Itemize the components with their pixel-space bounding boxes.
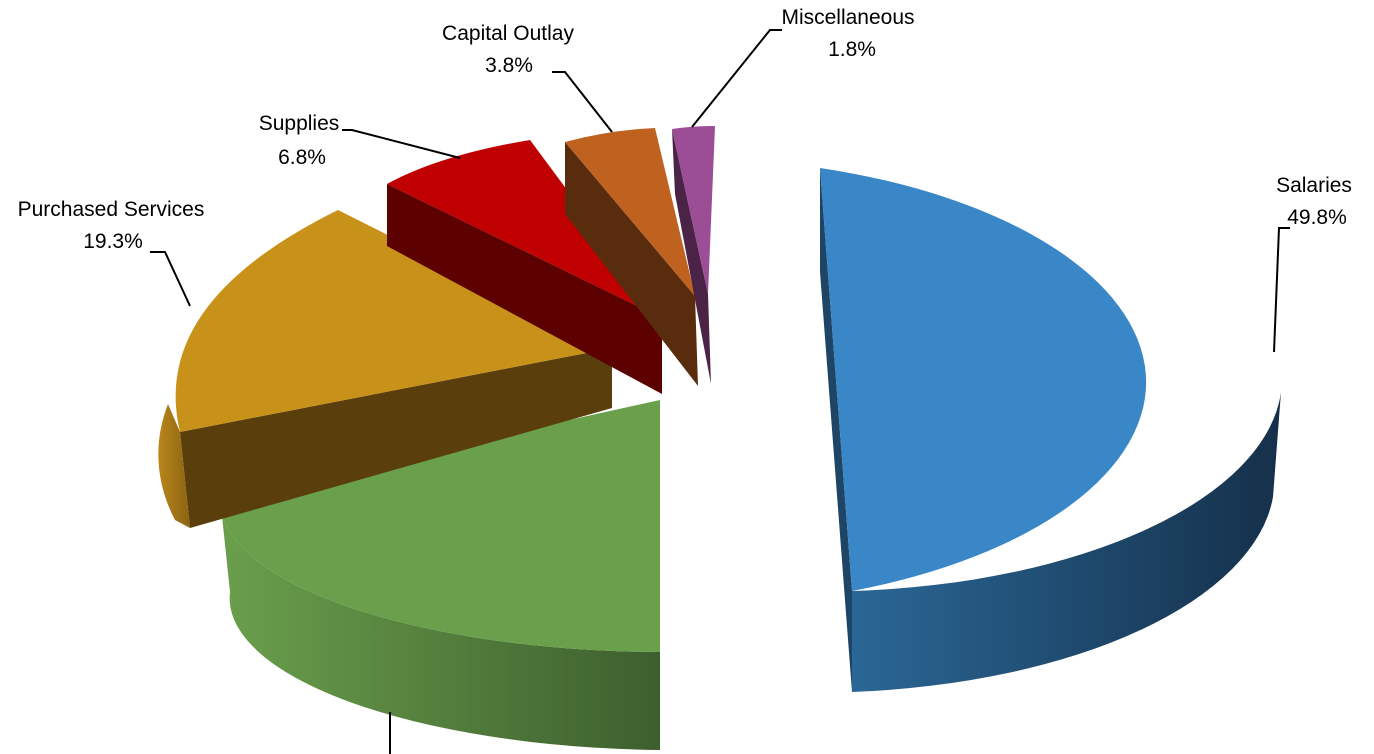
label-capital-outlay-value: 3.8% (485, 54, 533, 77)
slice-supplies (387, 140, 662, 394)
slice-salaries-side (852, 392, 1281, 692)
slice-capital-outlay-top (565, 128, 695, 296)
label-miscellaneous-name: Miscellaneous (781, 6, 914, 29)
slice-miscellaneous-front (672, 129, 711, 384)
slice-supplies-top (387, 140, 662, 318)
label-purchased-services-value: 19.3% (83, 230, 143, 253)
slice-capital-outlay (565, 128, 698, 386)
slice-salaries (820, 168, 1281, 692)
label-miscellaneous-value: 1.8% (828, 38, 876, 61)
leader-capital-outlay (552, 71, 613, 133)
slice-green-top (219, 400, 660, 652)
slice-salaries-inner (820, 168, 852, 692)
slice-purchased-services-side (158, 404, 190, 528)
label-salaries-name: Salaries (1276, 174, 1352, 197)
slice-salaries-top (820, 168, 1147, 591)
leader-miscellaneous (691, 29, 782, 128)
label-salaries-value: 49.8% (1287, 206, 1347, 229)
label-supplies-value: 6.8% (278, 146, 326, 169)
slice-purchased-services-front (180, 348, 612, 528)
label-purchased-services-name: Purchased Services (18, 198, 205, 221)
slice-green-side (219, 497, 660, 750)
slice-purchased-services-top (175, 210, 612, 432)
leader-salaries (1273, 227, 1290, 353)
leader-purchased-services (150, 251, 191, 307)
leader-supplies (342, 129, 461, 159)
slice-purchased-services (158, 210, 612, 528)
label-supplies-name: Supplies (259, 112, 340, 135)
slice-green (219, 400, 660, 750)
slice-capital-outlay-front (565, 142, 698, 386)
slice-miscellaneous-top (672, 126, 715, 294)
label-capital-outlay-name: Capital Outlay (442, 22, 574, 45)
slice-miscellaneous (672, 126, 715, 384)
slice-supplies-front (387, 184, 662, 394)
